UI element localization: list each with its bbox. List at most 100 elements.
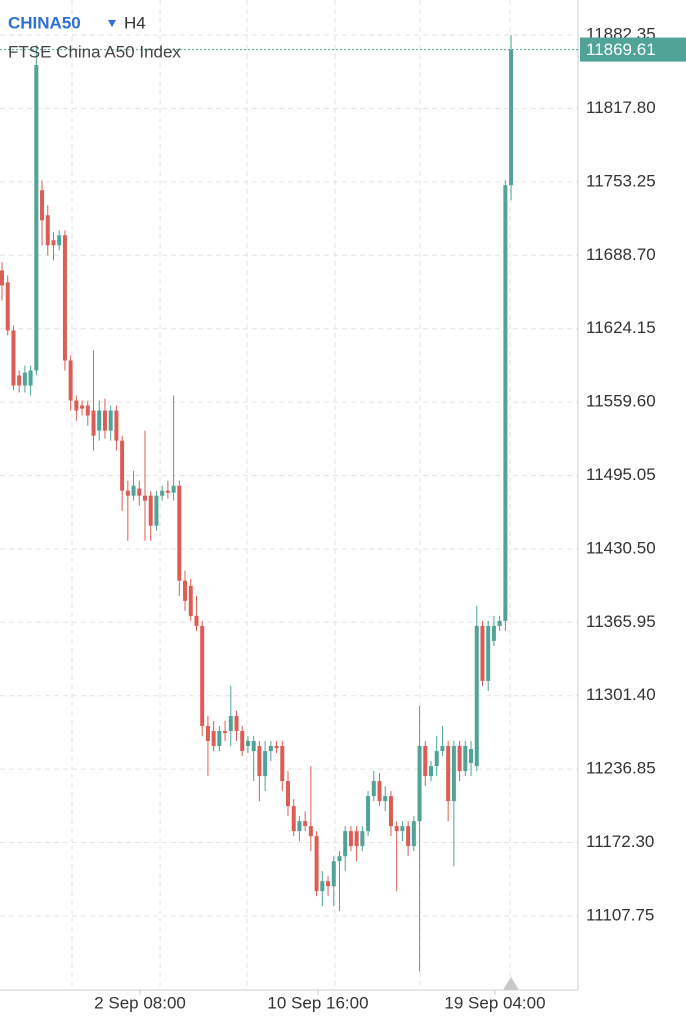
candle — [102, 398, 107, 439]
candle — [194, 595, 199, 631]
candle — [343, 826, 348, 872]
candle — [297, 816, 302, 842]
interval[interactable]: H4 — [124, 13, 146, 32]
candle-body — [0, 270, 5, 286]
candle-body — [91, 410, 96, 436]
candle-body — [160, 490, 165, 496]
candle-body — [80, 405, 85, 409]
y-tick-label: 11365.95 — [586, 612, 656, 631]
candle-body — [377, 781, 382, 802]
candle-body — [257, 745, 262, 777]
y-tick-label: 11495.05 — [586, 465, 656, 484]
candle — [0, 262, 5, 301]
candle — [371, 771, 376, 802]
candle-body — [131, 485, 136, 496]
candle — [22, 365, 27, 393]
candle — [11, 325, 16, 391]
candle-body — [411, 821, 416, 847]
candle-body — [57, 235, 62, 246]
candle-body — [223, 730, 228, 734]
candle-body — [303, 821, 308, 827]
marker — [503, 977, 519, 990]
candle-body — [114, 410, 119, 441]
candle — [143, 430, 148, 541]
candle — [240, 725, 245, 757]
candle-body — [434, 751, 439, 767]
candle-body — [251, 740, 256, 752]
candle-body — [125, 490, 130, 496]
candle-body — [51, 240, 56, 246]
candle — [360, 826, 365, 852]
candle-body — [120, 440, 125, 491]
symbol[interactable]: CHINA50 — [8, 13, 81, 32]
candle — [457, 740, 462, 782]
candle-body — [22, 372, 27, 386]
candle — [34, 45, 39, 376]
candle — [97, 400, 102, 441]
candle — [388, 791, 393, 837]
x-tick-label: 10 Sep 16:00 — [267, 993, 368, 1012]
candle — [326, 876, 331, 897]
y-tick-label: 11301.40 — [586, 685, 656, 704]
candle — [62, 230, 67, 371]
candle-body — [406, 826, 411, 847]
candle — [406, 821, 411, 857]
candle — [291, 799, 296, 837]
candle — [280, 740, 285, 792]
x-tick-label: 19 Sep 04:00 — [444, 993, 545, 1012]
candle — [463, 740, 468, 777]
candle-body — [228, 715, 233, 731]
candle — [440, 725, 445, 757]
candle — [423, 740, 428, 787]
candle — [491, 615, 496, 646]
candle-body — [194, 615, 199, 626]
candle — [234, 710, 239, 741]
candle-body — [371, 781, 376, 797]
candle-body — [171, 485, 176, 493]
candle-body — [491, 625, 496, 641]
symbol-dropdown[interactable] — [108, 20, 116, 27]
candle — [40, 180, 45, 246]
y-tick-label: 11559.60 — [586, 392, 656, 411]
candle-body — [245, 740, 250, 746]
candle-body — [40, 190, 45, 221]
candle — [348, 826, 353, 852]
y-tick-label: 11688.70 — [586, 245, 656, 264]
candle-body — [440, 745, 445, 752]
candle — [223, 720, 228, 741]
y-tick-label: 11753.25 — [586, 171, 656, 190]
candle — [411, 816, 416, 852]
candle — [217, 725, 222, 752]
candle-body — [74, 400, 79, 411]
candle — [45, 205, 50, 256]
candle — [400, 821, 405, 842]
candle — [320, 871, 325, 907]
candle-body — [108, 410, 113, 431]
candle — [80, 400, 85, 416]
y-tick-label: 11107.75 — [586, 905, 654, 924]
candle-body — [280, 745, 285, 782]
candle — [497, 615, 502, 631]
y-tick-label: 11624.15 — [586, 318, 656, 337]
candle-body — [200, 625, 205, 726]
candle-body — [143, 495, 148, 501]
candle — [183, 570, 188, 611]
candle — [263, 740, 268, 792]
candle — [331, 856, 336, 907]
candle-body — [28, 370, 33, 386]
candle-body — [291, 806, 296, 832]
candle-body — [68, 360, 73, 401]
candle-body — [326, 881, 331, 887]
candle-body — [314, 836, 319, 892]
candle — [366, 791, 371, 837]
candle-body — [102, 410, 107, 431]
candle-body — [469, 749, 474, 764]
candle — [446, 740, 451, 822]
candle — [51, 232, 56, 261]
candle — [91, 350, 96, 451]
candle — [154, 490, 159, 531]
candle — [5, 275, 10, 336]
candle — [480, 620, 485, 686]
candle-body — [183, 580, 188, 601]
candle — [274, 740, 279, 754]
